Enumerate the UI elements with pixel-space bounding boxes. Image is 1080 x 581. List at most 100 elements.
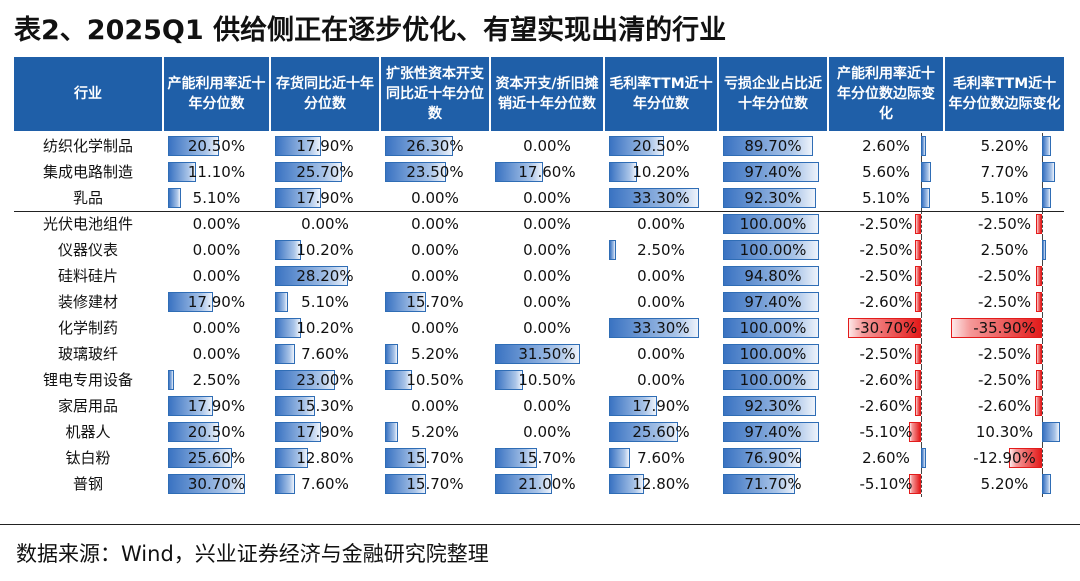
value-cell: 92.30% bbox=[719, 393, 827, 419]
value-cell: 15.70% bbox=[491, 445, 603, 471]
cell-value: 0.00% bbox=[523, 189, 571, 207]
cell-value: 5.20% bbox=[411, 345, 459, 363]
value-cell: 0.00% bbox=[491, 263, 603, 289]
cell-value: 71.70% bbox=[744, 475, 802, 493]
data-bar bbox=[385, 474, 426, 494]
value-cell: 7.70% bbox=[945, 159, 1064, 185]
cell-value: -2.50% bbox=[977, 215, 1032, 233]
data-bar bbox=[275, 240, 302, 260]
table-row: 硅料硅片 0.00% 28.20% 0.00% 0.00% 0.00% 94.80% -2.5… bbox=[14, 263, 1064, 289]
data-bar bbox=[275, 474, 295, 494]
data-bar bbox=[385, 162, 446, 182]
negative-bar bbox=[1009, 448, 1042, 468]
negative-bar bbox=[951, 318, 1042, 338]
cell-value: 0.00% bbox=[523, 319, 571, 337]
cell-value: 17.90% bbox=[187, 293, 246, 311]
cell-value: 20.50% bbox=[632, 137, 690, 155]
cell-value: 17.90% bbox=[187, 397, 246, 415]
table-row: 化学制药 0.00% 10.20% 0.00% 0.00% 33.30% 100.00% -3… bbox=[14, 315, 1064, 341]
cell-value: 92.30% bbox=[744, 189, 802, 207]
value-cell: 10.50% bbox=[381, 367, 489, 393]
cell-value: 2.60% bbox=[862, 137, 910, 155]
value-cell: 10.20% bbox=[605, 159, 717, 185]
zero-axis bbox=[921, 367, 922, 393]
value-cell: 2.50% bbox=[605, 237, 717, 263]
value-cell: 0.00% bbox=[381, 263, 489, 289]
value-cell: 15.70% bbox=[381, 471, 489, 497]
cell-value: 31.50% bbox=[518, 345, 576, 363]
negative-bar bbox=[908, 474, 921, 494]
cell-value: 2.60% bbox=[862, 449, 910, 467]
data-bar bbox=[275, 188, 322, 208]
value-cell: 0.00% bbox=[164, 263, 269, 289]
cell-value: 12.80% bbox=[296, 449, 354, 467]
data-bar bbox=[723, 292, 819, 312]
cell-value: 0.00% bbox=[192, 345, 241, 363]
industry-name: 钛白粉 bbox=[65, 449, 111, 467]
header-cell: 扩张性资本开支同比近十年分位数 bbox=[381, 57, 489, 131]
value-cell: -2.60% bbox=[829, 367, 943, 393]
data-bar bbox=[495, 370, 524, 390]
value-cell: 20.50% bbox=[605, 133, 717, 159]
industry-name: 乳品 bbox=[72, 189, 103, 207]
data-bar bbox=[723, 422, 819, 442]
header-cell: 资本开支/折旧摊销近十年分位数 bbox=[491, 57, 603, 131]
header-cell: 产能利用率近十年分位数边际变化 bbox=[829, 57, 943, 131]
cell-value: 100.00% bbox=[739, 319, 807, 337]
value-cell: 0.00% bbox=[605, 211, 717, 237]
data-bar bbox=[385, 344, 399, 364]
value-cell: 0.00% bbox=[605, 367, 717, 393]
data-bar bbox=[723, 266, 819, 286]
value-cell: 20.50% bbox=[164, 419, 269, 445]
value-cell: -2.50% bbox=[829, 341, 943, 367]
value-cell: 0.00% bbox=[605, 263, 717, 289]
cell-value: 17.90% bbox=[296, 189, 354, 207]
industry-name: 机器人 bbox=[65, 423, 111, 441]
cell-value: 5.20% bbox=[980, 137, 1029, 155]
value-cell: 97.40% bbox=[719, 159, 827, 185]
cell-value: 100.00% bbox=[739, 371, 807, 389]
positive-bar bbox=[1042, 422, 1060, 442]
negative-bar bbox=[914, 396, 921, 416]
cell-value: 33.30% bbox=[632, 189, 690, 207]
cell-value: 0.00% bbox=[523, 267, 571, 285]
cell-value: 100.00% bbox=[739, 215, 807, 233]
cell-value: -2.50% bbox=[859, 267, 913, 285]
cell-value: 92.30% bbox=[744, 397, 802, 415]
value-cell: 0.00% bbox=[605, 289, 717, 315]
value-cell: 15.30% bbox=[271, 393, 379, 419]
table-row: 装修建材 17.90% 5.10% 15.70% 0.00% 0.00% 97.40% -2.… bbox=[14, 289, 1064, 315]
cell-value: -5.10% bbox=[859, 475, 913, 493]
positive-bar bbox=[1042, 240, 1047, 260]
data-bar bbox=[609, 162, 637, 182]
value-cell: 100.00% bbox=[719, 237, 827, 263]
header-cell: 存货同比近十年分位数 bbox=[271, 57, 379, 131]
cell-value: 26.30% bbox=[406, 137, 464, 155]
cell-value: 17.90% bbox=[632, 397, 690, 415]
value-cell: 15.70% bbox=[381, 289, 489, 315]
negative-bar bbox=[915, 344, 921, 364]
value-cell: 23.50% bbox=[381, 159, 489, 185]
data-bar bbox=[275, 266, 349, 286]
value-cell: 2.50% bbox=[945, 237, 1064, 263]
data-bar bbox=[168, 162, 196, 182]
value-cell: 17.90% bbox=[271, 133, 379, 159]
cell-value: -2.60% bbox=[859, 371, 913, 389]
data-bar bbox=[275, 318, 302, 338]
cell-value: 0.00% bbox=[411, 215, 459, 233]
zero-axis bbox=[1042, 289, 1043, 315]
value-cell: 25.60% bbox=[605, 419, 717, 445]
data-bar bbox=[275, 344, 295, 364]
table-row: 家居用品 17.90% 15.30% 0.00% 0.00% 17.90% 92.30% -2… bbox=[14, 393, 1064, 419]
data-bar bbox=[385, 370, 413, 390]
value-cell: 97.40% bbox=[719, 419, 827, 445]
value-cell: 2.60% bbox=[829, 445, 943, 471]
cell-value: 7.60% bbox=[301, 475, 349, 493]
data-bar bbox=[609, 474, 644, 494]
value-cell: 25.60% bbox=[164, 445, 269, 471]
cell-value: -2.50% bbox=[977, 267, 1032, 285]
cell-value: 10.20% bbox=[632, 163, 690, 181]
data-bar bbox=[723, 396, 817, 416]
value-cell: 0.00% bbox=[491, 185, 603, 211]
cell-value: 2.50% bbox=[637, 241, 685, 259]
